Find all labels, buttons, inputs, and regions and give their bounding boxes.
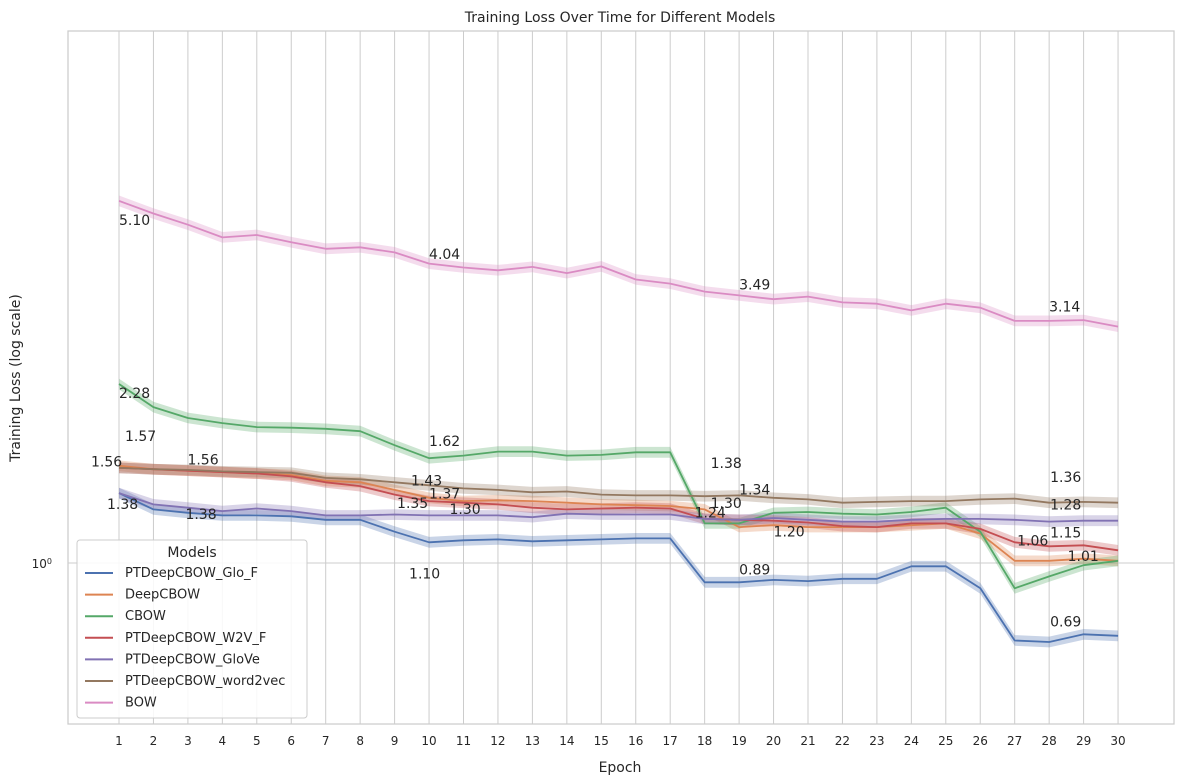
series-line-ptdeepcbow-word2vec [118,466,1119,504]
chart-title: Training Loss Over Time for Different Mo… [464,10,776,26]
band-ptdeepcbow-glo-f [119,487,1119,648]
data-label: 1.10 [409,566,440,582]
data-label: 2.28 [119,386,150,402]
data-label: 1.37 [429,487,460,503]
x-tick-label: 11 [456,734,471,748]
x-tick-label: 10 [421,734,436,748]
data-label: 1.38 [711,456,742,472]
band-cbow [119,378,1119,594]
x-tick-label: 23 [869,734,884,748]
band-ptdeepcbow-w2v-f [119,462,1119,556]
band-deepcbow [119,460,1119,567]
x-tick-label: 7 [322,734,330,748]
x-tick-label: 16 [628,734,643,748]
data-label: 1.43 [411,473,442,489]
x-tick-label: 15 [594,734,609,748]
series-line-ptdeepcbow-glove [118,492,1119,523]
data-label: 1.15 [1050,526,1081,542]
series-line-cbow [118,383,1119,590]
x-tick-label: 26 [973,734,988,748]
x-tick-label: 25 [938,734,953,748]
x-tick-label: 6 [287,734,295,748]
legend-title: Models [167,545,216,561]
data-label: 0.89 [739,562,770,578]
data-label: 1.62 [429,434,460,450]
data-label: 1.30 [711,496,742,512]
x-tick-label: 2 [150,734,158,748]
x-tick-label: 20 [766,734,781,748]
x-tick-label: 24 [904,734,919,748]
legend-label: DeepCBOW [125,588,200,603]
legend-label: PTDeepCBOW_GloVe [125,652,260,667]
x-tick-label: 14 [559,734,574,748]
data-label: 1.35 [397,496,428,512]
x-tick-label: 18 [697,734,712,748]
x-tick-label: 29 [1076,734,1091,748]
data-label: 1.28 [1050,497,1081,513]
y-axis-label: Training Loss (log scale) [8,294,24,463]
data-label: 1.20 [774,524,805,540]
data-label: 5.10 [119,213,150,229]
legend-label: PTDeepCBOW_word2vec [125,674,285,689]
band-bow [119,195,1119,332]
x-tick-label: 30 [1110,734,1125,748]
x-tick-label: 22 [835,734,850,748]
x-tick-label: 19 [731,734,746,748]
x-tick-label: 9 [391,734,399,748]
legend: Models PTDeepCBOW_Glo_FDeepCBOWCBOWPTDee… [76,539,308,719]
x-tick-label: 28 [1042,734,1057,748]
grid [118,31,1119,724]
data-label: 1.56 [187,452,218,468]
data-label: 3.14 [1049,300,1080,316]
data-label: 3.49 [739,278,770,294]
x-tick-label: 12 [490,734,505,748]
data-label: 1.38 [185,507,216,523]
x-tick-label: 13 [525,734,540,748]
data-annotations: 5.104.043.493.142.281.571.56 1.561.381.38… [91,213,1099,630]
data-label: 1.01 [1068,549,1099,565]
data-label: 1.38 [107,497,138,513]
legend-items: PTDeepCBOW_Glo_F DeepCBOW CBOW PTDeepCBOW_W… [85,566,285,711]
legend-label: PTDeepCBOW_Glo_F [125,566,258,581]
x-axis-ticks: 1 2 3 4 5 6 7 8 9 10 11 12 13 14 15 16 17 18 19 20 21 22 23 24 2… [115,734,1126,748]
legend-label: CBOW [125,609,166,624]
x-tick-label: 1 [115,734,123,748]
data-label: 1.24 [695,505,726,521]
data-label: 1.57 [125,429,156,445]
data-label: 1.06 [1017,533,1048,549]
x-tick-label: 5 [253,734,261,748]
data-label: 1.36 [1050,470,1081,486]
series-line-bow [118,200,1119,328]
data-label: 4.04 [429,247,460,263]
x-tick-label: 3 [184,734,192,748]
data-label: 0.69 [1050,615,1081,631]
legend-label: BOW [125,696,157,711]
band-ptdeepcbow-word2vec [119,462,1119,509]
legend-label: PTDeepCBOW_W2V_F [125,631,266,646]
x-tick-label: 4 [219,734,227,748]
plot-frame [67,30,1175,725]
legend-box [76,539,308,719]
series-line-ptdeepcbow-glo-f [118,492,1119,643]
x-tick-label: 21 [800,734,815,748]
band-ptdeepcbow-glove [119,487,1119,527]
x-tick-label: 27 [1007,734,1022,748]
data-label: 1.30 [450,502,481,518]
series-line-ptdeepcbow-w2v-f [118,466,1119,552]
data-label: 1.34 [739,482,770,498]
confidence-bands [119,195,1119,648]
x-tick-label: 8 [356,734,364,748]
x-tick-label: 17 [663,734,678,748]
x-axis-label: Epoch [599,760,642,776]
series-lines [118,200,1119,643]
data-label: 1.56 [91,454,122,470]
